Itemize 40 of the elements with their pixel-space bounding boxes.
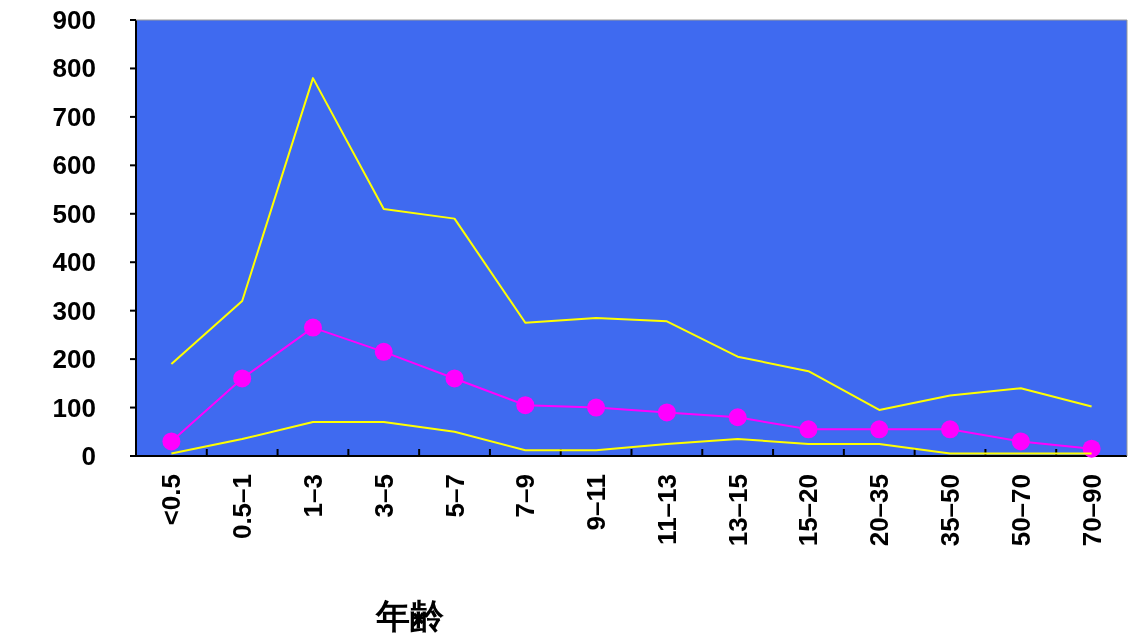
x-tick-label: 0.5–1 bbox=[227, 474, 258, 540]
y-tick-label: 100 bbox=[52, 392, 96, 423]
y-tick-label: 500 bbox=[52, 198, 96, 229]
x-tick-label: 5–7 bbox=[439, 474, 470, 518]
point bbox=[587, 398, 606, 417]
x-tick-label: 7–9 bbox=[510, 474, 541, 518]
point bbox=[445, 369, 464, 388]
y-tick-label: 600 bbox=[52, 150, 96, 181]
x-tick-label: 13–15 bbox=[722, 474, 753, 547]
y-tick-label: 0 bbox=[81, 441, 96, 471]
point bbox=[303, 318, 322, 337]
x-tick-label: 15–20 bbox=[793, 474, 824, 547]
x-tick-label: 70–90 bbox=[1076, 474, 1107, 547]
point bbox=[870, 420, 889, 439]
point bbox=[1011, 432, 1030, 451]
point bbox=[1082, 439, 1101, 458]
point bbox=[162, 432, 181, 451]
x-axis-title: 年齢 bbox=[375, 597, 444, 635]
point bbox=[941, 420, 960, 439]
point bbox=[657, 403, 676, 422]
y-tick-label: 700 bbox=[52, 101, 96, 132]
x-tick-label: 20–35 bbox=[864, 474, 895, 547]
x-tick-label: <0.5 bbox=[156, 474, 187, 526]
x-tick-label: 3–5 bbox=[368, 474, 399, 518]
y-tick-label: 200 bbox=[52, 344, 96, 375]
y-tick-label: 300 bbox=[52, 295, 96, 326]
point bbox=[233, 369, 252, 388]
y-tick-label: 800 bbox=[52, 53, 96, 84]
x-tick-label: 50–70 bbox=[1005, 474, 1036, 547]
x-tick-label: 35–50 bbox=[935, 474, 966, 547]
point bbox=[799, 420, 818, 439]
line-series bbox=[170, 77, 1093, 411]
point bbox=[728, 408, 747, 427]
x-tick-label: 1–3 bbox=[297, 474, 328, 518]
point bbox=[516, 396, 535, 415]
x-tick-label: 9–11 bbox=[581, 474, 612, 531]
y-tick-label: 400 bbox=[52, 247, 96, 278]
y-tick-label: 900 bbox=[52, 5, 96, 35]
point bbox=[374, 342, 393, 361]
x-tick-label: 11–13 bbox=[651, 474, 682, 545]
